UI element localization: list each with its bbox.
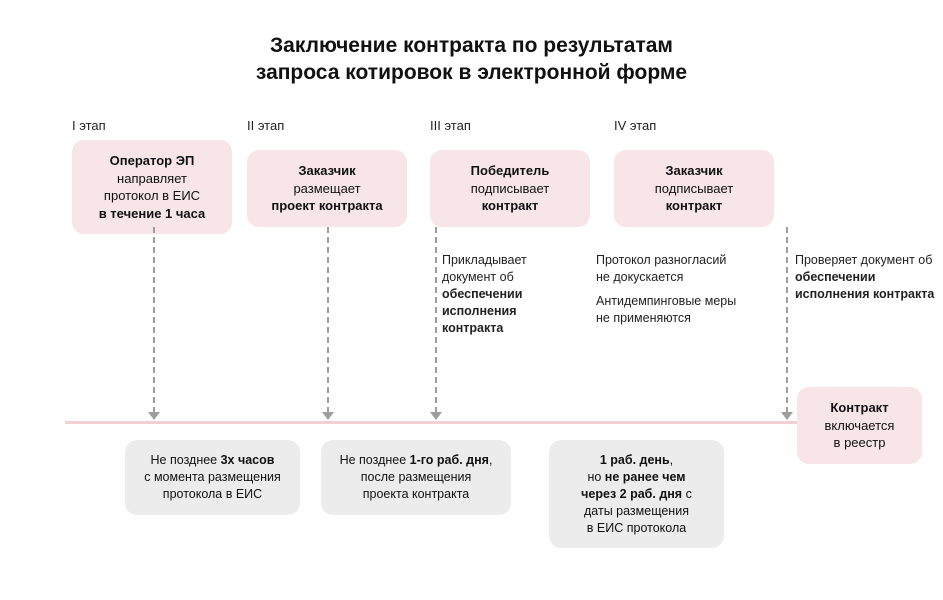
side-note-3: Проверяет документ обобеспеченииисполнен… <box>795 252 943 303</box>
stage-label-1: I этап <box>72 118 106 133</box>
arrow-1 <box>153 227 155 413</box>
arrow-3 <box>435 227 437 413</box>
arrow-head-4 <box>781 412 793 420</box>
arrow-head-3 <box>430 412 442 420</box>
stage-card-2: Заказчикразмещаетпроект контракта <box>247 150 407 227</box>
timing-card-1: Не позднее 3х часовс момента размещенияп… <box>125 440 300 515</box>
stage-label-3: III этап <box>430 118 471 133</box>
arrow-head-2 <box>322 412 334 420</box>
stage-card-3: Победительподписываетконтракт <box>430 150 590 227</box>
timeline-bar <box>65 421 905 424</box>
side-note-1: Прикладываетдокумент обобеспеченииисполн… <box>442 252 582 336</box>
side-note-2: Протокол разногласийне докускается Антид… <box>596 252 774 327</box>
stage-label-4: IV этап <box>614 118 656 133</box>
timing-card-2: Не позднее 1-го раб. дня,после размещени… <box>321 440 511 515</box>
stage-label-2: II этап <box>247 118 284 133</box>
stage-card-4: Заказчикподписываетконтракт <box>614 150 774 227</box>
title-line-1: Заключение контракта по результатам <box>270 34 673 57</box>
result-card: Контрактвключаетсяв реестр <box>797 387 922 464</box>
title-line-2: запроса котировок в электронной форме <box>256 61 687 84</box>
stage-card-1: Оператор ЭПнаправляетпротокол в ЕИСв теч… <box>72 140 232 234</box>
diagram-title: Заключение контракта по результатам запр… <box>0 32 943 87</box>
arrow-head-1 <box>148 412 160 420</box>
arrow-4 <box>786 227 788 413</box>
timing-card-3: 1 раб. день,но не ранее чемчерез 2 раб. … <box>549 440 724 548</box>
arrow-2 <box>327 227 329 413</box>
